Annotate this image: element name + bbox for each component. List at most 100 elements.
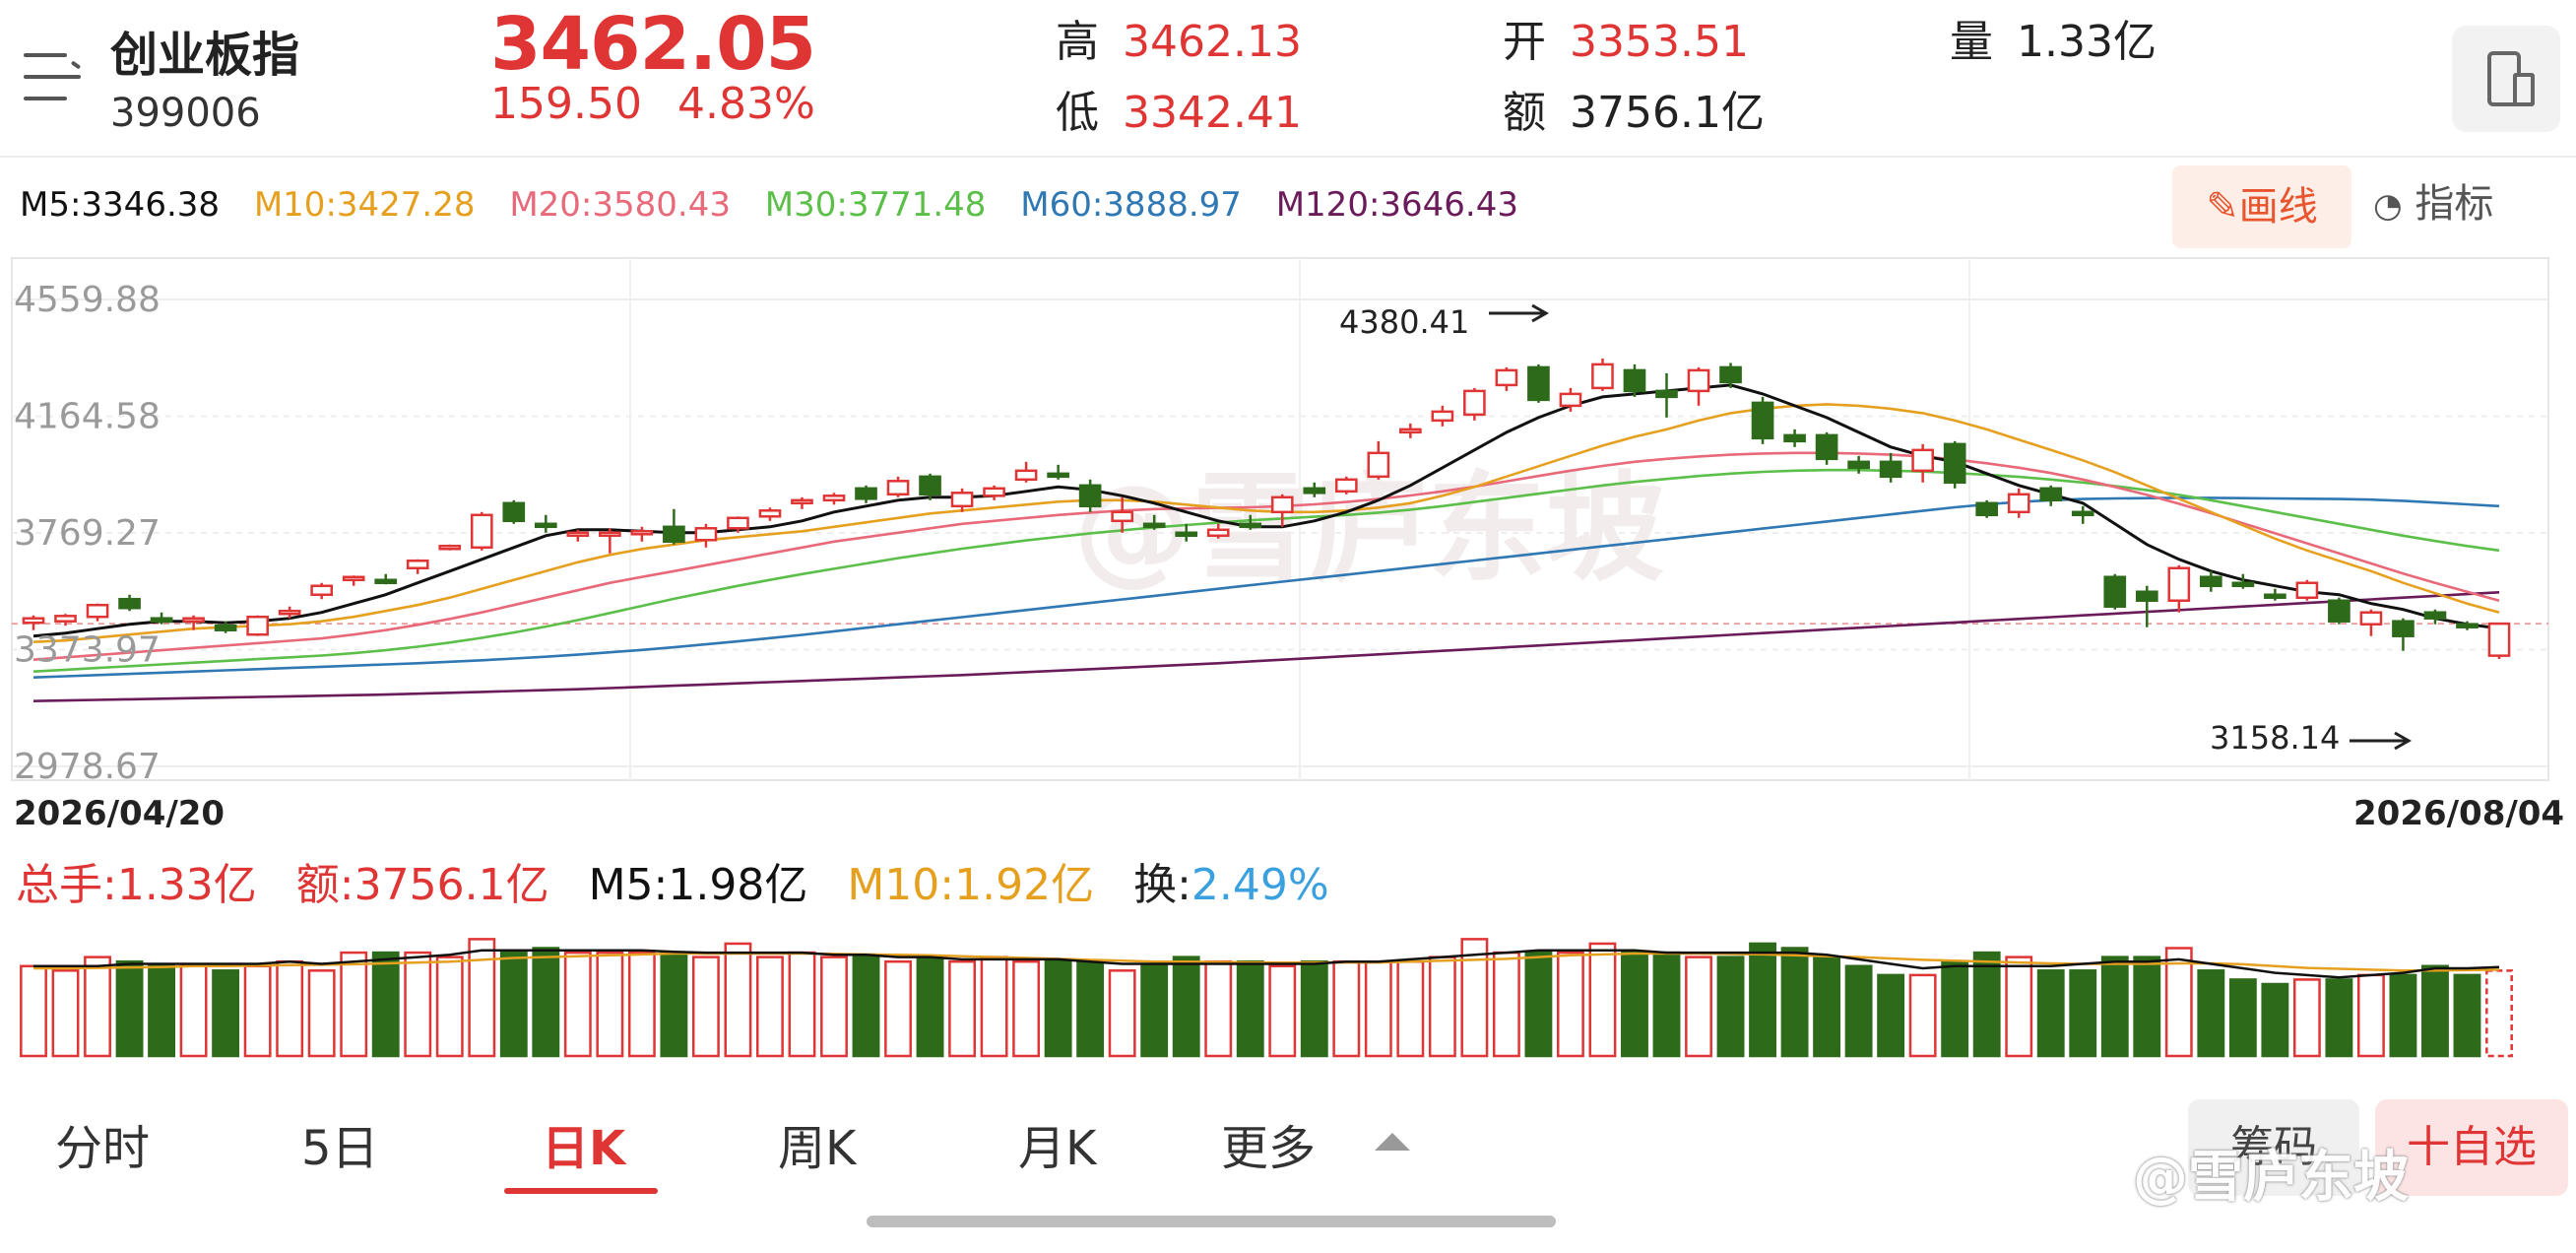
candle xyxy=(2103,573,2127,610)
candle-body xyxy=(2231,581,2255,587)
change-value: 159.50 xyxy=(490,79,642,129)
caret-up-icon[interactable] xyxy=(1375,1133,1410,1151)
tab-5day[interactable]: 5日 xyxy=(301,1121,379,1176)
ma-line-m20 xyxy=(32,451,2500,661)
add-favorite-button[interactable]: 十自选 xyxy=(2375,1099,2568,1196)
volume-ma5-line xyxy=(33,949,2500,979)
candle-body xyxy=(406,560,429,570)
volume-bar xyxy=(1492,951,1520,1058)
candle-body xyxy=(342,575,365,581)
candle xyxy=(2328,597,2351,625)
candle-body xyxy=(22,617,45,625)
y-tick-label: 4559.88 xyxy=(14,280,161,320)
last-price: 3462.05 xyxy=(490,2,816,87)
candle-body xyxy=(1270,495,1294,514)
ma-line-m60 xyxy=(32,496,2500,679)
indicator-button[interactable]: ◔ 指标 xyxy=(2373,171,2493,229)
candle-body xyxy=(630,530,654,536)
candle-body xyxy=(2295,581,2319,599)
menu-icon[interactable] xyxy=(24,51,82,102)
candle-body xyxy=(663,525,685,544)
volume-bar xyxy=(179,964,208,1058)
high-stat: 高 3462.13 xyxy=(1056,6,1302,69)
candle xyxy=(983,485,1005,500)
volume-bar xyxy=(820,956,848,1058)
ma10-label: M10:3427.28 xyxy=(253,185,476,225)
candle xyxy=(1270,494,1294,527)
chip-distribution-button[interactable]: 筹码 xyxy=(2188,1099,2359,1196)
candle xyxy=(214,621,237,633)
candle xyxy=(1334,476,1358,495)
volume-bar xyxy=(2356,973,2385,1058)
volume-bar xyxy=(1524,951,1553,1058)
candle xyxy=(1783,429,1806,447)
volume-bar xyxy=(2164,947,2193,1058)
volume-bar xyxy=(596,951,624,1058)
volume-bar xyxy=(2261,982,2289,1058)
candle-body xyxy=(1463,389,1486,417)
volume-bar xyxy=(2069,969,2097,1058)
tab-monthly-k[interactable]: 月K xyxy=(1018,1121,1097,1176)
candle-body xyxy=(2103,575,2127,608)
candle-body xyxy=(1879,460,1902,479)
tab-daily-k[interactable]: 日K xyxy=(542,1121,626,1176)
draw-line-button[interactable]: ✎画线 xyxy=(2172,165,2351,248)
volume-bar xyxy=(20,964,47,1058)
candle-body xyxy=(1655,389,1678,399)
candle-body xyxy=(1303,487,1326,495)
candle-body xyxy=(1783,433,1806,443)
volume-bar xyxy=(1813,956,1841,1058)
volume-bar xyxy=(2005,956,2033,1058)
candle xyxy=(855,485,877,503)
volume-bar xyxy=(499,951,528,1058)
candle-body xyxy=(2359,611,2383,626)
candle xyxy=(1591,358,1614,391)
candle-body xyxy=(1975,501,1999,517)
candle xyxy=(630,526,654,542)
y-tick-label: 3373.97 xyxy=(14,630,161,671)
candle xyxy=(1303,482,1326,497)
candle-body xyxy=(2264,593,2286,599)
candle-body xyxy=(1367,451,1390,479)
y-tick-label: 3769.27 xyxy=(14,513,161,554)
date-start: 2026/04/20 xyxy=(14,794,225,833)
volume-bar xyxy=(2036,969,2065,1058)
ma30-label: M30:3771.48 xyxy=(764,185,987,225)
candle xyxy=(566,529,590,542)
candle xyxy=(1142,514,1166,530)
amount-value: 3756.1亿 xyxy=(1570,88,1765,138)
candle xyxy=(886,476,910,497)
candle xyxy=(1943,440,1966,489)
landscape-toggle-button[interactable] xyxy=(2452,26,2560,132)
draw-line-label: 画线 xyxy=(2238,184,2318,230)
tab-more[interactable]: 更多 xyxy=(1221,1121,1317,1176)
kline-chart[interactable]: @雪庐东坡 4559.88 4164.58 3769.27 3373.97 2978.6… xyxy=(0,254,2576,786)
volume-label: 量 xyxy=(1950,17,1993,67)
candle xyxy=(1206,523,1230,539)
tab-weekly-k[interactable]: 周K xyxy=(778,1121,857,1176)
candle xyxy=(1847,455,1870,474)
candle xyxy=(502,499,526,524)
candle xyxy=(1911,443,1934,483)
candle xyxy=(2199,570,2222,592)
volume-chart[interactable] xyxy=(0,908,2576,1058)
candle-body xyxy=(1014,469,1038,482)
volume-stat: 量 1.33亿 xyxy=(1950,6,2157,69)
candle-body xyxy=(86,603,109,619)
candle xyxy=(2007,488,2030,518)
candle xyxy=(54,614,77,626)
volume-bar xyxy=(2197,969,2225,1058)
candle xyxy=(663,508,685,545)
home-indicator[interactable] xyxy=(867,1216,1556,1227)
open-stat: 开 3353.51 xyxy=(1503,6,1749,69)
tab-intraday[interactable]: 分时 xyxy=(55,1121,151,1176)
volume-bar xyxy=(852,956,880,1058)
volume-bar xyxy=(1140,964,1169,1058)
candle xyxy=(1014,461,1038,483)
candle xyxy=(1975,499,1999,518)
candle xyxy=(1623,363,1646,397)
volume-m5-label: M5:1.98亿 xyxy=(588,860,808,910)
volume-bar xyxy=(1621,951,1648,1058)
candle-body xyxy=(1495,368,1518,387)
candle-body xyxy=(1431,410,1454,423)
